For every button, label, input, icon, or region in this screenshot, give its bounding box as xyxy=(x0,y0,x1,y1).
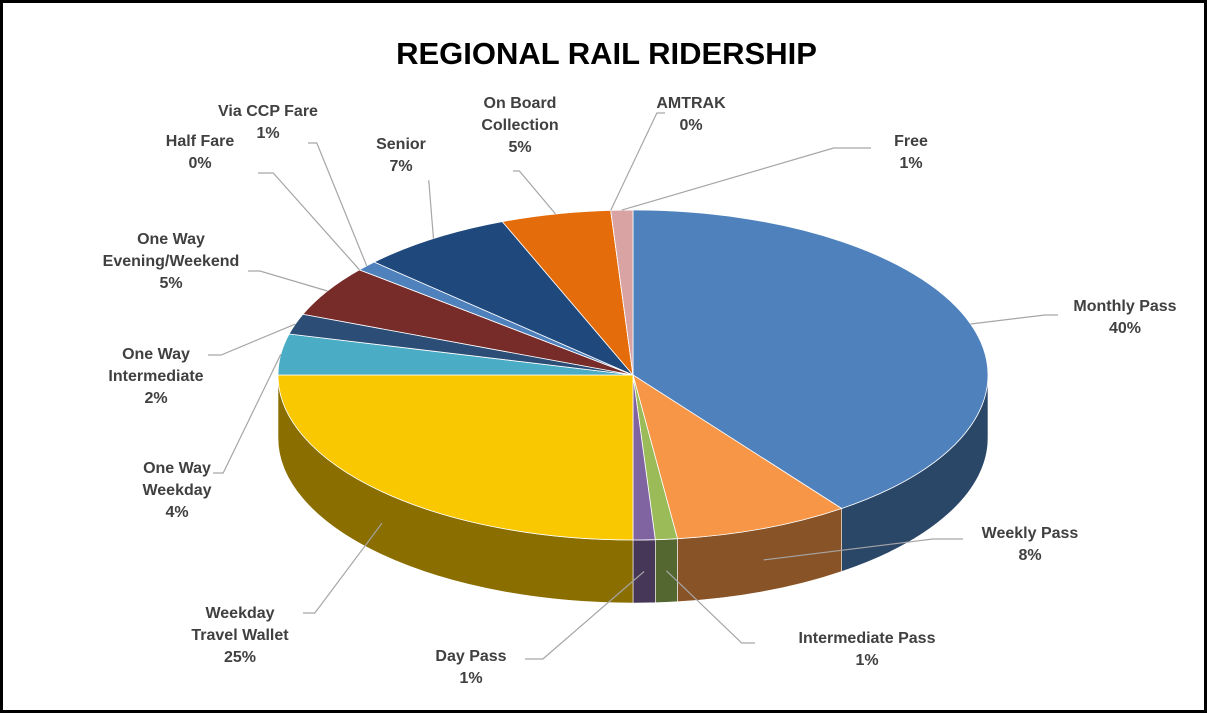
slice xyxy=(373,221,634,376)
slice-value: 40% xyxy=(1108,320,1142,337)
slice-name: One Way Intermediate xyxy=(108,346,204,385)
slice-value: 25% xyxy=(223,649,257,666)
slice-label: Weekday Travel Wallet 25% xyxy=(184,603,296,669)
slice-name: Half Fare xyxy=(165,133,235,150)
slice-name: Senior xyxy=(376,136,426,153)
slice-label: Monthly Pass 40% xyxy=(1065,296,1185,340)
leader-line xyxy=(428,180,435,239)
slice-label: On Board Collection 5% xyxy=(470,93,570,159)
slice-value: 1% xyxy=(459,670,483,687)
slice-name: One Way Evening/Weekend xyxy=(102,231,240,270)
slice-label: One Way Weekday 4% xyxy=(137,458,217,524)
slice-label: AMTRAK 0% xyxy=(651,93,731,137)
slice-value: 1% xyxy=(899,155,923,172)
slice-label: Senior 7% xyxy=(366,134,436,178)
slice-value: 1% xyxy=(256,125,280,142)
slice-value: 4% xyxy=(165,504,189,521)
slice-label: Half Fare 0% xyxy=(155,131,245,175)
slice-name: Free xyxy=(894,133,928,150)
chart-title: REGIONAL RAIL RIDERSHIP xyxy=(396,36,817,71)
slice-name: Weekly Pass xyxy=(981,525,1079,542)
slice-label: Intermediate Pass 1% xyxy=(782,628,952,672)
leader-line xyxy=(665,570,755,644)
slice xyxy=(277,374,634,541)
slice-label: One Way Evening/Weekend 5% xyxy=(96,229,246,295)
slice-name: Via CCP Fare xyxy=(218,103,318,120)
slice-value: 7% xyxy=(389,158,413,175)
slice-name: One Way Weekday xyxy=(142,460,212,499)
slice-label: One Way Intermediate 2% xyxy=(100,344,212,410)
leader-line xyxy=(258,172,360,271)
leader-line xyxy=(303,522,383,614)
slice-value: 0% xyxy=(679,117,703,134)
slice-label: Day Pass 1% xyxy=(426,646,516,690)
leader-line xyxy=(208,323,296,356)
slice-label: Via CCP Fare 1% xyxy=(213,101,323,145)
slice-value: 8% xyxy=(1018,547,1042,564)
slice-value: 5% xyxy=(508,139,532,156)
slice-value: 1% xyxy=(855,652,879,669)
leader-line xyxy=(213,354,282,474)
leader-line xyxy=(763,538,963,561)
slice-name: Weekday Travel Wallet xyxy=(191,605,289,644)
slice-value: 2% xyxy=(144,390,168,407)
leader-line xyxy=(970,314,1058,325)
slice-name: Monthly Pass xyxy=(1073,298,1177,315)
chart xyxy=(208,112,1058,660)
leader-line xyxy=(248,270,328,292)
slice-name: Day Pass xyxy=(435,648,507,665)
slice-side xyxy=(654,538,678,603)
leader-line xyxy=(308,142,368,267)
leader-line xyxy=(525,570,645,660)
slice xyxy=(632,209,989,509)
slice-label: Free 1% xyxy=(881,131,941,175)
slice-value: 5% xyxy=(159,275,183,292)
slice-side xyxy=(632,539,656,604)
slice-name: On Board Collection xyxy=(481,95,559,134)
slice-name: Intermediate Pass xyxy=(798,630,936,647)
leader-line xyxy=(513,170,557,215)
slice-label: Weekly Pass 8% xyxy=(970,523,1090,567)
leader-line xyxy=(610,112,665,211)
slice xyxy=(632,374,843,540)
leader-line xyxy=(621,147,871,211)
slice-value: 0% xyxy=(188,155,212,172)
slice-name: AMTRAK xyxy=(656,95,726,112)
